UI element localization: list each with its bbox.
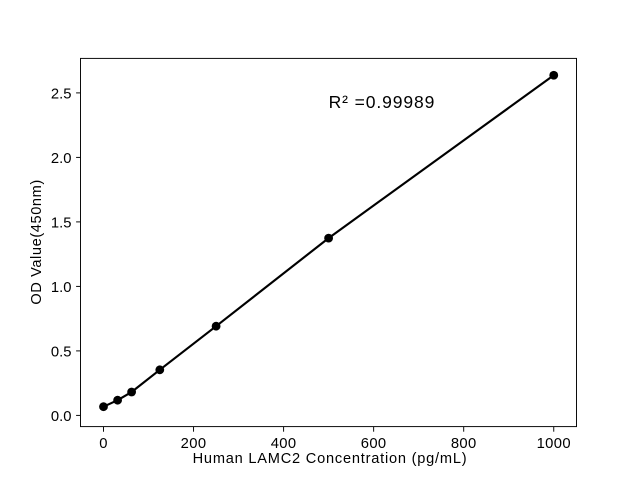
svg-text:0: 0 (99, 436, 108, 452)
svg-text:OD Value(450nm): OD Value(450nm) (29, 179, 45, 305)
svg-text:400: 400 (271, 436, 297, 452)
svg-text:0.0: 0.0 (51, 409, 72, 425)
svg-text:0.5: 0.5 (51, 344, 72, 360)
svg-text:2.0: 2.0 (51, 151, 72, 167)
svg-text:1.5: 1.5 (51, 215, 72, 231)
svg-text:Human LAMC2 Concentration (pg/: Human LAMC2 Concentration (pg/mL) (193, 451, 468, 467)
svg-text:R² =0.99989: R² =0.99989 (329, 92, 436, 112)
svg-text:600: 600 (361, 436, 387, 452)
svg-text:1.0: 1.0 (51, 280, 72, 296)
svg-text:1000: 1000 (537, 436, 571, 452)
svg-text:800: 800 (451, 436, 477, 452)
svg-text:200: 200 (181, 436, 207, 452)
svg-text:2.5: 2.5 (51, 86, 72, 102)
